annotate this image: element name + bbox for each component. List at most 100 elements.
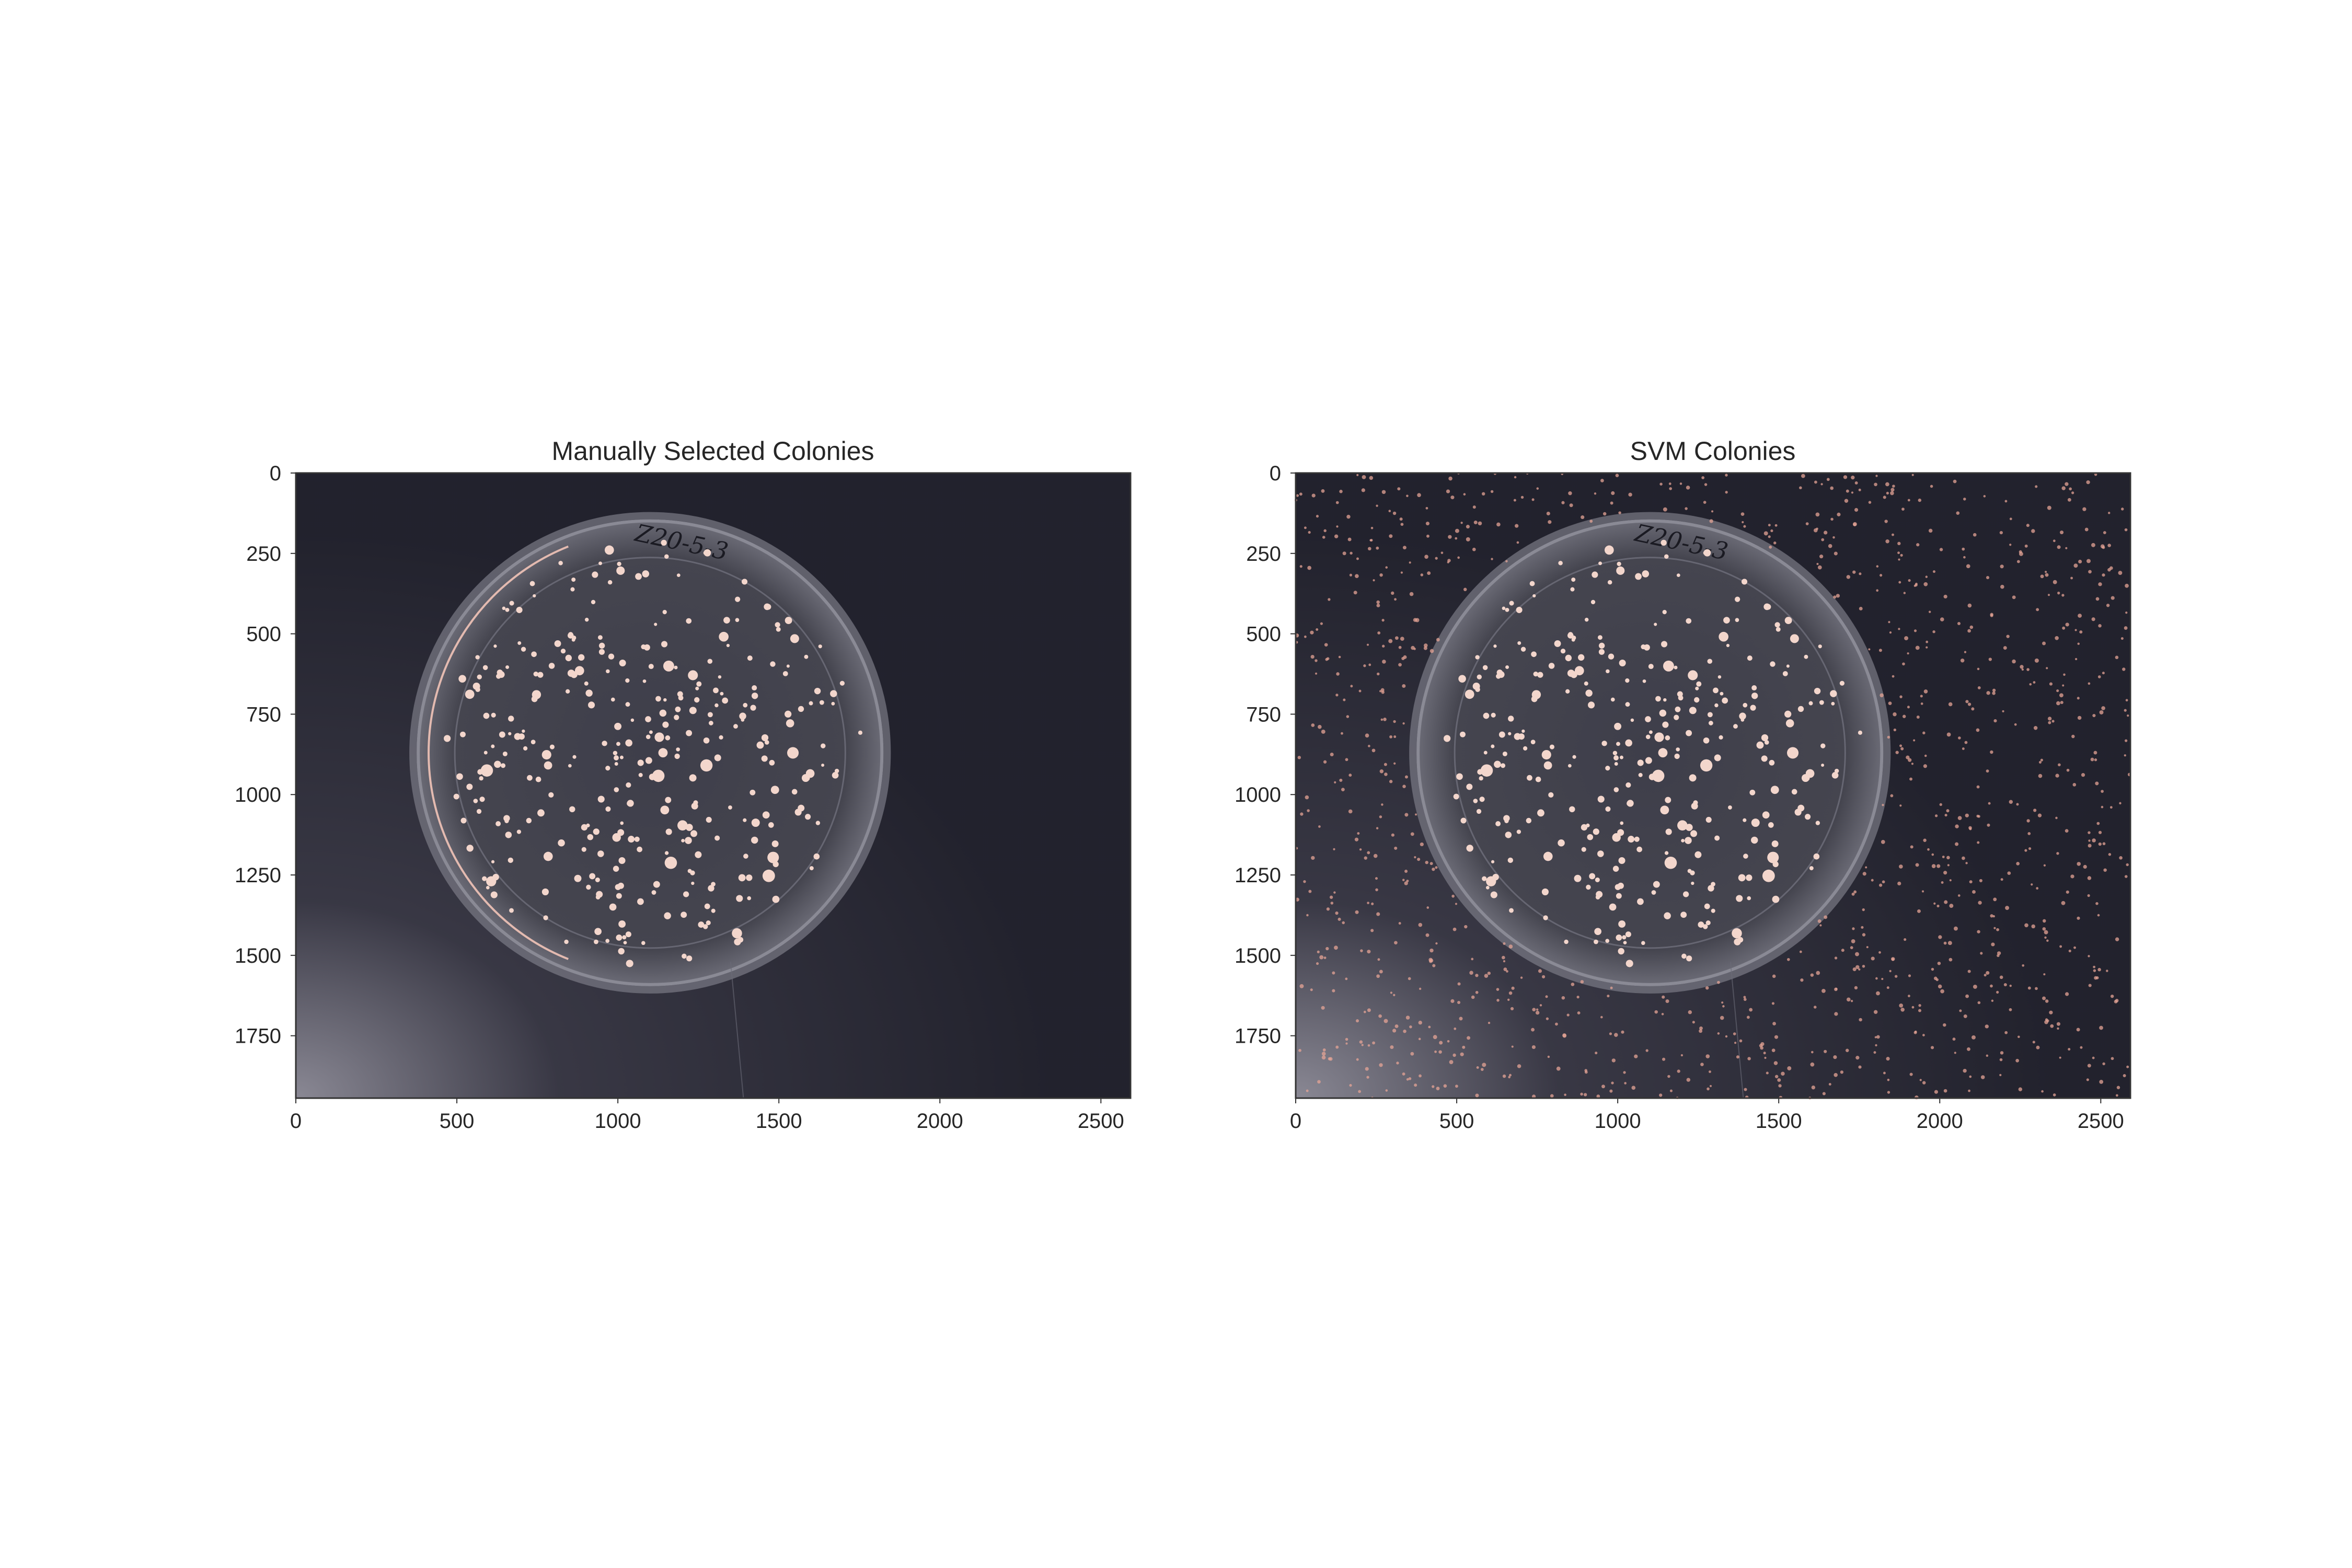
noise-detection xyxy=(1865,866,1867,869)
noise-detection xyxy=(1348,774,1352,777)
noise-detection xyxy=(1717,981,1720,984)
noise-detection xyxy=(2059,693,2063,698)
noise-detection xyxy=(1721,1001,1724,1004)
noise-detection xyxy=(1615,474,1619,477)
noise-detection xyxy=(1740,512,1745,516)
colony xyxy=(473,799,478,803)
noise-detection xyxy=(1888,701,1892,706)
noise-detection xyxy=(2098,842,2102,846)
colony xyxy=(1707,712,1713,718)
colony xyxy=(662,721,669,728)
colony xyxy=(1465,689,1474,699)
colony xyxy=(1622,935,1627,940)
noise-detection xyxy=(1389,780,1393,783)
noise-detection xyxy=(1335,911,1339,915)
noise-detection xyxy=(1830,486,1834,490)
noise-detection xyxy=(1919,1079,1922,1081)
noise-detection xyxy=(1455,528,1459,533)
noise-detection xyxy=(2068,1047,2071,1051)
colony xyxy=(514,733,521,740)
x-tick-label: 0 xyxy=(290,1110,302,1133)
colony xyxy=(1601,741,1607,746)
noise-detection xyxy=(1907,652,1909,655)
noise-detection xyxy=(2016,861,2020,866)
colony xyxy=(570,587,575,592)
noise-detection xyxy=(1429,948,1434,953)
noise-detection xyxy=(1600,1016,1603,1019)
noise-detection xyxy=(1342,921,1345,925)
colony xyxy=(1749,789,1756,795)
colony xyxy=(1805,776,1810,781)
colony xyxy=(770,661,776,667)
noise-detection xyxy=(2095,781,2099,786)
noise-detection xyxy=(1321,1006,1325,1010)
noise-detection xyxy=(1378,1014,1382,1018)
noise-detection xyxy=(1419,987,1422,990)
noise-detection xyxy=(1893,712,1897,717)
colony xyxy=(1674,753,1680,759)
noise-detection xyxy=(1846,575,1851,579)
noise-detection xyxy=(2061,486,2066,490)
noise-detection xyxy=(2108,853,2112,856)
noise-detection xyxy=(1926,640,1929,643)
noise-detection xyxy=(1902,662,1905,666)
noise-detection xyxy=(1509,1074,1512,1077)
noise-detection xyxy=(1390,991,1392,994)
noise-detection xyxy=(1876,565,1879,568)
colony xyxy=(1830,690,1837,697)
y-tick-label: 750 xyxy=(246,703,281,726)
colony xyxy=(642,570,650,578)
noise-detection xyxy=(1316,628,1319,631)
noise-detection xyxy=(2003,646,2007,650)
colony xyxy=(477,674,482,679)
colony xyxy=(608,653,615,660)
colony xyxy=(572,755,577,759)
noise-detection xyxy=(1311,723,1315,727)
y-tick-label: 1500 xyxy=(235,944,281,967)
colony xyxy=(663,698,667,702)
noise-detection xyxy=(2125,739,2128,742)
noise-detection xyxy=(1452,927,1457,931)
noise-detection xyxy=(1887,1078,1890,1081)
colony xyxy=(741,718,745,722)
noise-detection xyxy=(1904,636,1909,641)
noise-detection xyxy=(1990,984,1993,988)
colony xyxy=(1589,873,1596,880)
colony xyxy=(516,829,522,834)
noise-detection xyxy=(1799,486,1802,490)
noise-detection xyxy=(2043,973,2046,976)
noise-detection xyxy=(1909,777,1913,781)
noise-detection xyxy=(1880,693,1884,698)
noise-detection xyxy=(1959,1009,1962,1012)
noise-detection xyxy=(1768,535,1771,538)
noise-detection xyxy=(1854,481,1858,485)
colony xyxy=(543,915,548,920)
noise-detection xyxy=(1763,531,1768,536)
noise-detection xyxy=(1999,975,2003,979)
colony xyxy=(831,701,835,706)
noise-detection xyxy=(2115,937,2119,941)
colony xyxy=(1543,915,1548,920)
colony xyxy=(642,679,647,683)
noise-detection xyxy=(1889,631,1892,634)
noise-detection xyxy=(1915,863,1919,867)
colony xyxy=(1769,759,1775,766)
noise-detection xyxy=(1704,483,1708,486)
colony xyxy=(813,853,820,860)
noise-detection xyxy=(1669,1089,1673,1092)
noise-detection xyxy=(1917,909,1921,913)
noise-detection xyxy=(1400,523,1404,526)
colony xyxy=(499,731,505,738)
colony xyxy=(1456,773,1463,780)
noise-detection xyxy=(1900,554,1903,557)
colony xyxy=(1714,835,1720,841)
colony xyxy=(1526,817,1532,824)
noise-detection xyxy=(1488,1021,1491,1024)
noise-detection xyxy=(1837,512,1841,516)
noise-detection xyxy=(1875,475,1878,477)
colony xyxy=(708,721,713,725)
noise-detection xyxy=(1744,1088,1747,1091)
colony xyxy=(1713,687,1719,694)
noise-detection xyxy=(1852,967,1857,972)
colony xyxy=(1520,647,1526,652)
